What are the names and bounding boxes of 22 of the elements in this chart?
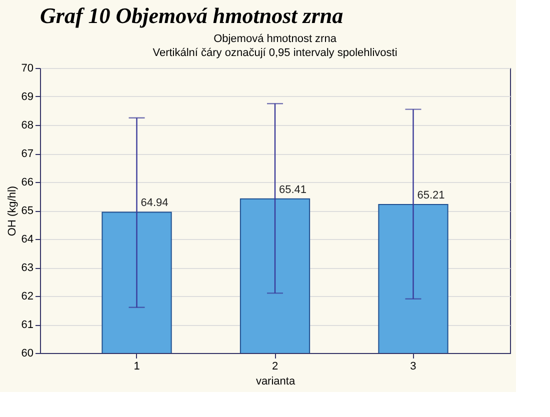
y-tick-label: 65 (21, 205, 34, 217)
y-tick-label: 62 (21, 290, 34, 302)
text: Graf 10 Objemová hmotnost zrna (40, 3, 344, 28)
data-label: 65.21 (417, 190, 445, 202)
chart-subtitle: Vertikální čáry označují 0,95 intervaly spolehlivosti (152, 47, 398, 59)
data-label: 65.41 (279, 184, 307, 196)
y-tick-label: 70 (21, 62, 34, 74)
y-tick-label: 60 (21, 348, 34, 360)
x-axis-title: varianta (256, 376, 296, 388)
y-tick-label: 61 (21, 319, 34, 331)
x-tick-label: 1 (134, 360, 140, 372)
y-tick-label: 69 (21, 91, 34, 103)
y-tick-label: 66 (21, 176, 34, 188)
y-tick-label: 63 (21, 262, 34, 274)
x-tick-label: 3 (410, 360, 416, 372)
y-tick-label: 67 (21, 148, 34, 160)
y-tick-label: 64 (21, 234, 34, 246)
chart-title: Objemová hmotnost zrna (214, 33, 338, 45)
y-axis-title: OH (kg/hl) (6, 186, 18, 236)
x-tick-label: 2 (272, 360, 278, 372)
data-label: 64.94 (140, 197, 168, 210)
y-tick-label: 68 (21, 120, 34, 132)
